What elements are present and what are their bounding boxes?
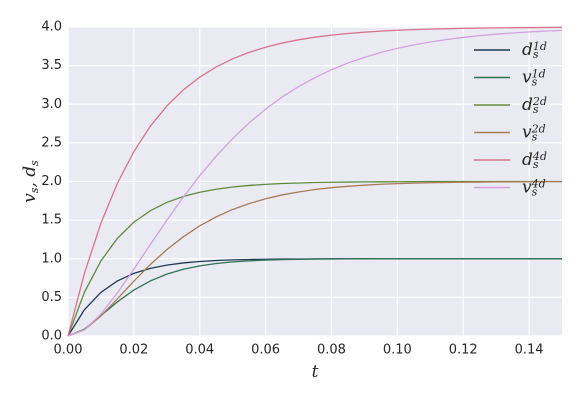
legend-label: vs4d [522, 177, 546, 199]
legend-label: ds4d [522, 150, 547, 172]
y-tick-label: 1.0 [41, 251, 62, 266]
x-tick-label: 0.12 [449, 343, 478, 358]
line-series [67, 29, 563, 337]
legend-label: ds2d [522, 95, 547, 117]
y-tick-label: 4.0 [41, 20, 62, 35]
x-axis-label: t [312, 362, 319, 382]
y-tick-label: 2.5 [41, 135, 62, 150]
x-tick-label: 0.10 [383, 343, 412, 358]
y-tick-label: 0.5 [41, 290, 62, 305]
x-tick-label: 0.06 [251, 343, 280, 358]
y-tick-label: 3.0 [41, 97, 62, 112]
y-tick-label: 1.5 [41, 213, 62, 228]
y-axis-label: vs, ds [20, 160, 42, 203]
x-tick-label: 0.08 [317, 343, 346, 358]
legend-label: vs2d [522, 122, 546, 144]
legend-label: vs1d [522, 67, 546, 89]
y-tick-label: 3.5 [41, 58, 62, 73]
line-series [67, 26, 563, 337]
y-tick-label: 2.0 [41, 174, 62, 189]
legend: ds1d vs1d ds2d vs2d ds4d vs4d [474, 40, 547, 199]
line-series [67, 258, 562, 337]
legend-label: ds1d [522, 40, 547, 62]
x-tick-label: 0.00 [54, 343, 83, 358]
x-tick-label: 0.14 [515, 343, 544, 358]
line-series [67, 181, 562, 337]
x-tick-label: 0.02 [119, 343, 148, 358]
x-tick-label: 0.04 [185, 343, 214, 358]
y-tick-label: 0.0 [41, 329, 62, 344]
